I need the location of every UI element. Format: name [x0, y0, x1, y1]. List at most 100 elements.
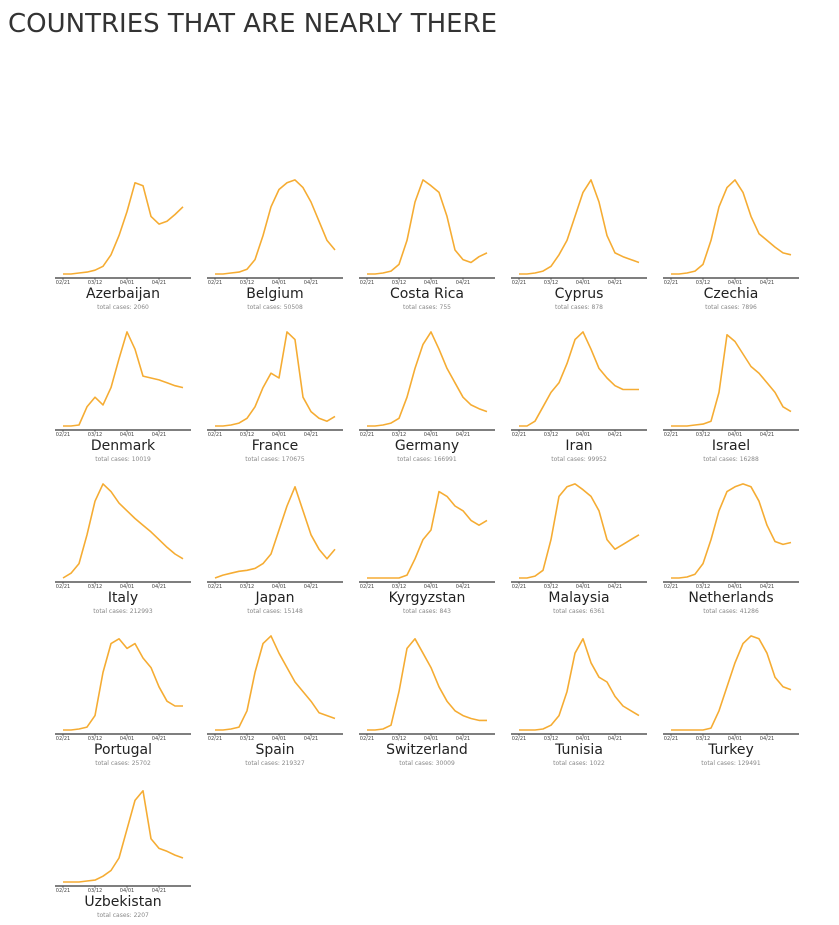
line-series — [63, 182, 184, 275]
x-tick-label: 02/21 — [360, 584, 374, 590]
x-tick-label: 03/12 — [544, 736, 558, 742]
country-name: Tunisia — [554, 742, 603, 758]
x-tick-label: 02/21 — [208, 280, 222, 286]
x-tick-label: 02/21 — [208, 584, 222, 590]
total-cases: total cases: 166991 — [397, 456, 457, 463]
country-name: Kyrgyzstan — [389, 590, 466, 606]
x-tick-label: 04/21 — [760, 432, 774, 438]
total-cases: total cases: 6361 — [553, 608, 605, 615]
country-name: Netherlands — [688, 590, 773, 606]
country-name: Malaysia — [548, 590, 609, 606]
total-cases: total cases: 2060 — [97, 304, 149, 311]
x-tick-label: 03/12 — [392, 584, 406, 590]
x-tick-label: 03/12 — [240, 432, 254, 438]
country-name: Switzerland — [386, 742, 468, 758]
total-cases: total cases: 25702 — [95, 760, 151, 767]
x-tick-label: 04/01 — [272, 584, 286, 590]
x-tick-label: 04/21 — [456, 584, 470, 590]
line-series — [215, 635, 336, 731]
line-series — [519, 331, 639, 427]
x-tick-label: 04/21 — [608, 432, 622, 438]
x-tick-label: 02/21 — [56, 280, 70, 286]
x-tick-label: 03/12 — [88, 888, 102, 894]
total-cases: total cases: 41286 — [703, 608, 759, 615]
x-tick-label: 04/21 — [152, 280, 166, 286]
country-name: Japan — [254, 590, 294, 606]
line-series — [215, 331, 336, 427]
line-series — [671, 635, 792, 731]
line-series — [367, 638, 487, 731]
line-series — [671, 483, 792, 579]
total-cases: total cases: 10019 — [95, 456, 151, 463]
total-cases: total cases: 99952 — [551, 456, 607, 463]
line-series — [367, 490, 488, 579]
x-tick-label: 02/21 — [664, 736, 678, 742]
x-tick-label: 03/12 — [240, 280, 254, 286]
x-tick-label: 03/12 — [696, 584, 710, 590]
x-tick-label: 04/01 — [120, 584, 134, 590]
total-cases: total cases: 878 — [555, 304, 603, 311]
x-tick-label: 04/01 — [272, 280, 286, 286]
x-tick-label: 04/01 — [576, 584, 590, 590]
line-series — [214, 486, 336, 579]
x-tick-label: 03/12 — [392, 280, 406, 286]
country-name: Cyprus — [555, 286, 604, 302]
x-tick-label: 04/01 — [576, 736, 590, 742]
x-tick-label: 04/01 — [576, 432, 590, 438]
line-series — [63, 638, 183, 731]
x-tick-label: 04/21 — [152, 432, 166, 438]
total-cases: total cases: 129491 — [701, 760, 761, 767]
x-tick-label: 02/21 — [664, 584, 678, 590]
country-name: Azerbaijan — [86, 286, 160, 302]
x-tick-label: 02/21 — [512, 736, 526, 742]
country-name: Iran — [565, 438, 592, 454]
country-name: Czechia — [704, 286, 759, 302]
line-series — [367, 179, 488, 275]
total-cases: total cases: 170675 — [245, 456, 305, 463]
x-tick-label: 04/01 — [424, 432, 438, 438]
x-tick-label: 03/12 — [544, 432, 558, 438]
x-tick-label: 04/01 — [424, 584, 438, 590]
x-tick-label: 04/21 — [304, 584, 318, 590]
country-name: Portugal — [94, 742, 152, 758]
line-series — [63, 331, 184, 427]
x-tick-label: 03/12 — [696, 280, 710, 286]
x-tick-label: 02/21 — [360, 280, 374, 286]
total-cases: total cases: 30009 — [399, 760, 455, 767]
country-name: France — [252, 438, 299, 454]
x-tick-label: 04/01 — [272, 736, 286, 742]
line-series — [367, 331, 488, 427]
x-tick-label: 04/01 — [424, 736, 438, 742]
x-tick-label: 04/21 — [608, 584, 622, 590]
total-cases: total cases: 7896 — [705, 304, 757, 311]
line-series — [671, 179, 792, 275]
line-series — [215, 179, 336, 275]
x-tick-label: 02/21 — [56, 888, 70, 894]
x-tick-label: 04/21 — [304, 432, 318, 438]
x-tick-label: 02/21 — [664, 280, 678, 286]
total-cases: total cases: 219327 — [245, 760, 305, 767]
country-name: Israel — [712, 438, 750, 454]
x-tick-label: 03/12 — [88, 736, 102, 742]
x-tick-label: 03/12 — [240, 584, 254, 590]
x-tick-label: 04/01 — [728, 432, 742, 438]
x-tick-label: 04/21 — [456, 736, 470, 742]
line-series — [519, 179, 640, 275]
x-tick-label: 04/01 — [272, 432, 286, 438]
x-tick-label: 04/21 — [152, 584, 166, 590]
x-tick-label: 04/21 — [152, 736, 166, 742]
x-tick-label: 04/01 — [120, 432, 134, 438]
x-tick-label: 02/21 — [512, 432, 526, 438]
x-tick-label: 04/01 — [728, 280, 742, 286]
line-series — [519, 483, 640, 579]
country-name: Turkey — [707, 742, 754, 758]
x-tick-label: 03/12 — [88, 280, 102, 286]
line-series — [671, 334, 792, 427]
total-cases: total cases: 755 — [403, 304, 451, 311]
x-tick-label: 04/01 — [120, 888, 134, 894]
total-cases: total cases: 16288 — [703, 456, 759, 463]
x-tick-label: 02/21 — [56, 584, 70, 590]
x-tick-label: 04/01 — [728, 736, 742, 742]
